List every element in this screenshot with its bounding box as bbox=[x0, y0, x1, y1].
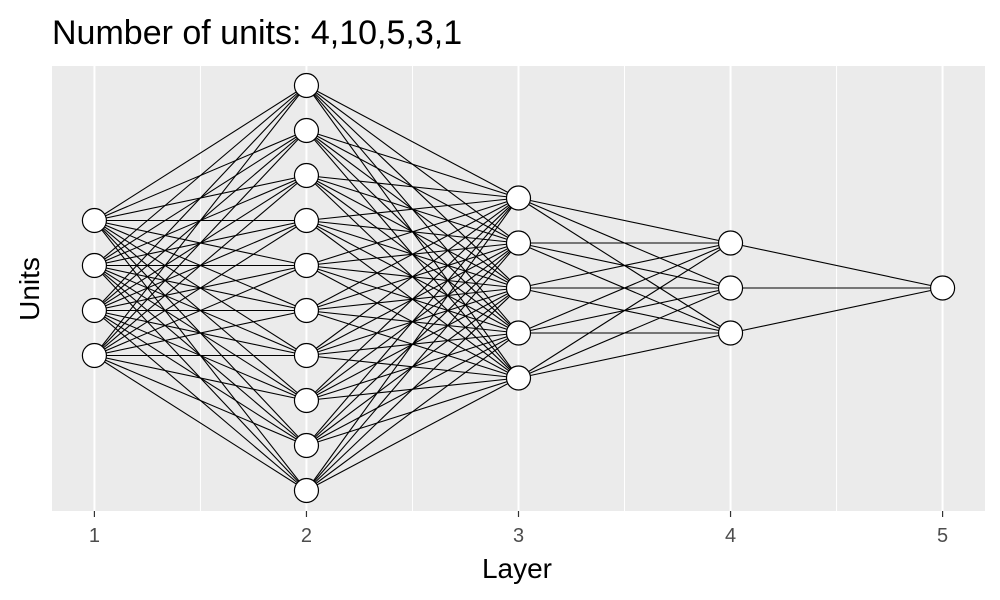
x-tick-label: 1 bbox=[89, 525, 100, 547]
connection-line bbox=[518, 197, 731, 244]
unit-node bbox=[505, 365, 532, 391]
connection-line bbox=[94, 175, 307, 356]
connection-line bbox=[518, 242, 731, 289]
connection-line bbox=[94, 85, 307, 221]
connection-line bbox=[518, 332, 731, 379]
unit-node bbox=[293, 342, 320, 369]
connection-line bbox=[306, 197, 519, 401]
connection-line bbox=[306, 242, 519, 491]
unit-node bbox=[81, 297, 108, 324]
connection-line bbox=[306, 197, 519, 311]
unit-node bbox=[505, 230, 532, 256]
connection-line bbox=[94, 355, 307, 491]
connection-line bbox=[306, 197, 519, 446]
connection-line bbox=[94, 354, 307, 402]
connection-line bbox=[518, 242, 731, 379]
unit-node bbox=[505, 275, 532, 301]
unit-node bbox=[505, 185, 532, 211]
unit-node bbox=[717, 230, 744, 256]
connection-line bbox=[94, 130, 307, 356]
unit-node bbox=[293, 432, 320, 459]
unit-node bbox=[717, 275, 744, 301]
connection-line bbox=[306, 197, 519, 491]
connection-line bbox=[306, 377, 519, 491]
unit-node bbox=[81, 252, 108, 279]
x-axis-title: Layer bbox=[482, 553, 552, 584]
unit-node bbox=[717, 320, 744, 346]
unit-node bbox=[293, 252, 320, 279]
connection-line bbox=[94, 85, 307, 311]
connection-line bbox=[94, 220, 307, 356]
unit-node bbox=[293, 387, 320, 414]
unit-node bbox=[293, 117, 320, 144]
unit-node bbox=[81, 342, 108, 369]
connection-line bbox=[306, 85, 519, 199]
connection-line bbox=[518, 287, 731, 379]
connection-line bbox=[730, 287, 943, 334]
connection-line bbox=[518, 242, 731, 334]
y-axis-title: Units bbox=[14, 257, 45, 321]
connection-line bbox=[306, 287, 519, 491]
connection-line bbox=[306, 174, 519, 199]
connection-line bbox=[730, 242, 943, 289]
connection-line bbox=[93, 85, 307, 356]
connection-line bbox=[306, 129, 519, 199]
unit-node bbox=[293, 207, 320, 234]
connection-line bbox=[94, 309, 307, 357]
connection-lines bbox=[93, 85, 943, 491]
unit-node bbox=[293, 297, 320, 324]
connection-line bbox=[94, 264, 307, 357]
unit-node bbox=[293, 162, 320, 189]
chart-title: Number of units: 4,10,5,3,1 bbox=[52, 14, 462, 52]
unit-node bbox=[293, 72, 320, 99]
connection-line bbox=[306, 197, 519, 356]
connection-line bbox=[306, 197, 519, 267]
connection-line bbox=[94, 85, 307, 266]
unit-node bbox=[505, 320, 532, 346]
unit-node bbox=[81, 207, 108, 234]
x-tick-label: 2 bbox=[301, 525, 312, 547]
x-axis-ticks: 1 2 3 4 5 bbox=[89, 511, 948, 547]
connection-line bbox=[306, 332, 519, 491]
unit-node bbox=[293, 477, 320, 504]
unit-nodes bbox=[81, 72, 956, 504]
x-tick-label: 4 bbox=[725, 525, 736, 547]
x-tick-label: 5 bbox=[937, 525, 948, 547]
x-tick-label: 3 bbox=[513, 525, 524, 547]
unit-node bbox=[929, 275, 956, 301]
connection-line bbox=[306, 197, 519, 222]
connection-line bbox=[94, 354, 307, 447]
